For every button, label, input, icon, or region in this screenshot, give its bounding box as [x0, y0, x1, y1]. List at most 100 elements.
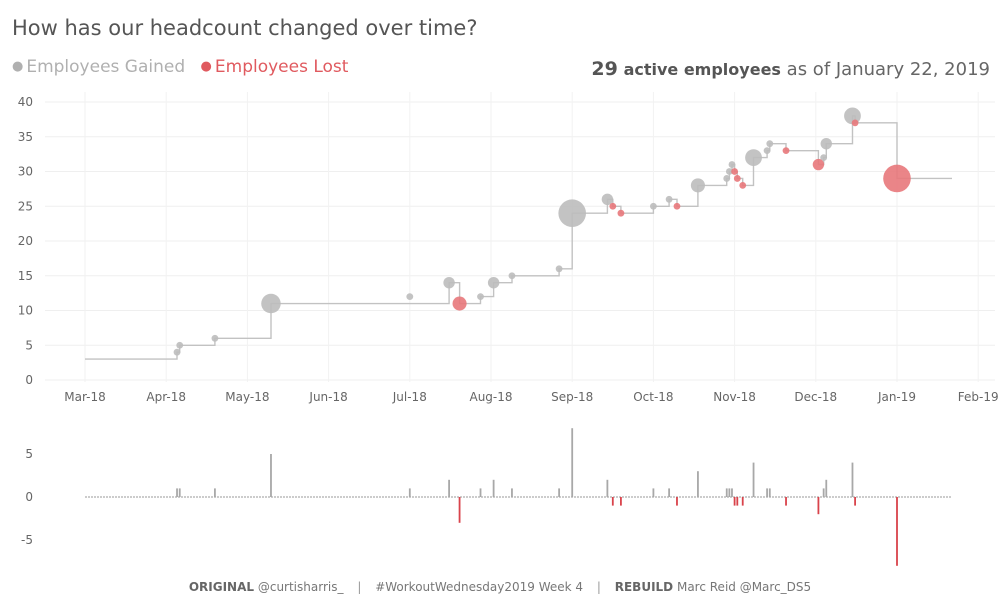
lost-bar [458, 497, 461, 523]
gained-point [176, 341, 184, 349]
lost-point [673, 202, 681, 210]
gained-bar [825, 479, 828, 497]
lost-bar [785, 497, 787, 506]
gained-bar [725, 488, 728, 497]
bar-y-tick-label: -5 [21, 533, 33, 547]
bar-y-tick-label: 0 [25, 490, 33, 504]
x-tick-label: Jun-18 [308, 390, 347, 404]
x-tick-label: Dec-18 [794, 390, 837, 404]
lost-bar [676, 497, 678, 506]
x-tick-label: Nov-18 [713, 390, 756, 404]
y-tick-label: 30 [18, 165, 33, 179]
lost-point [851, 119, 859, 127]
gained-bar [479, 488, 482, 497]
gained-bar [571, 428, 574, 497]
gained-point [555, 265, 563, 273]
active-label: active employees [623, 60, 781, 79]
rebuild-label: REBUILD [614, 580, 674, 594]
gained-bar [697, 471, 699, 497]
gained-bar [511, 488, 513, 497]
week-label: Week 4 [538, 580, 584, 594]
footer-separator: | [357, 580, 362, 594]
headcount-summary: 29 active employees as of January 22, 20… [591, 58, 990, 80]
gained-point [766, 140, 774, 148]
y-tick-label: 25 [18, 199, 33, 213]
y-tick-label: 40 [18, 95, 33, 109]
y-tick-label: 35 [18, 130, 33, 144]
gained-bar [731, 488, 733, 497]
lost-point [452, 296, 467, 311]
gained-point [173, 348, 181, 356]
lost-point [739, 182, 747, 189]
lost-bar [854, 497, 856, 506]
gained-point [650, 202, 657, 210]
x-tick-label: Apr-18 [146, 390, 186, 404]
gained-point [723, 175, 731, 182]
hashtag[interactable]: #WorkoutWednesday2019 [375, 580, 535, 594]
original-handle[interactable]: @curtisharris_ [257, 580, 344, 594]
gained-bar [851, 462, 854, 497]
lost-bar [611, 497, 614, 506]
y-tick-label: 15 [18, 269, 33, 283]
gained-bar [448, 479, 450, 497]
y-tick-label: 20 [18, 234, 33, 248]
footer-credits: ORIGINAL @curtisharris_ | #WorkoutWednes… [0, 580, 1000, 594]
footer-separator: | [596, 580, 601, 594]
gained-point [508, 272, 516, 280]
lost-bar [741, 497, 744, 506]
gained-point [477, 293, 484, 300]
y-tick-label: 10 [18, 304, 33, 318]
lost-bar [896, 497, 898, 566]
gained-bar [728, 488, 731, 497]
gained-bar [214, 488, 216, 497]
lost-bar [736, 497, 739, 506]
gained-bar [766, 488, 768, 497]
x-tick-label: Mar-18 [64, 390, 105, 404]
lost-point [617, 209, 625, 217]
gained-point [690, 178, 705, 193]
chart-title: How has our headcount changed over time? [12, 16, 478, 40]
gained-bar [752, 462, 755, 497]
gained-point [601, 193, 614, 205]
as-of-date: as of January 22, 2019 [786, 59, 990, 80]
gained-point [728, 161, 736, 168]
lost-point [812, 158, 825, 171]
lost-point [731, 168, 738, 175]
gained-bar [270, 454, 272, 497]
gained-bar [606, 479, 609, 497]
active-count: 29 [591, 58, 618, 80]
legend-item-lost[interactable]: ● Employees Lost [201, 57, 349, 77]
gained-point [487, 277, 500, 289]
gained-point [558, 199, 586, 227]
headcount-step-line [85, 115, 952, 360]
headcount-chart: 0 5 10 15 20 25 30 35 40 Mar-18 Apr-18 May-18 Jun-18… [18, 92, 999, 404]
gained-bar [492, 479, 495, 497]
gained-point [406, 293, 414, 300]
legend: ● Employees Gained ● Employees Lost [12, 57, 358, 77]
daily-change-chart: -5 0 5 [21, 428, 953, 566]
lost-point [733, 175, 741, 182]
legend-lost-dot-icon: ● [200, 59, 212, 74]
y-tick-label: 0 [25, 373, 33, 387]
lost-bar [817, 497, 820, 515]
lost-bar [733, 497, 736, 506]
x-tick-label: Sep-18 [551, 390, 593, 404]
gained-bar [668, 488, 671, 497]
legend-lost-label: Employees Lost [214, 57, 349, 77]
legend-gained-dot-icon: ● [12, 59, 24, 74]
gained-point [820, 138, 832, 150]
legend-item-gained[interactable]: ● Employees Gained [12, 57, 185, 77]
gained-bar [178, 488, 181, 497]
x-tick-label: May-18 [225, 390, 269, 404]
gained-bar [652, 488, 655, 497]
gained-bar [768, 488, 771, 497]
gained-point [665, 195, 673, 203]
lost-point [782, 147, 790, 155]
gained-bar [822, 488, 825, 497]
gained-bar [408, 488, 411, 497]
rebuild-author[interactable]: Marc Reid @Marc_DS5 [676, 580, 812, 594]
legend-gained-label: Employees Gained [26, 57, 186, 77]
lost-bar [620, 497, 622, 506]
bar-y-tick-label: 5 [25, 447, 33, 461]
